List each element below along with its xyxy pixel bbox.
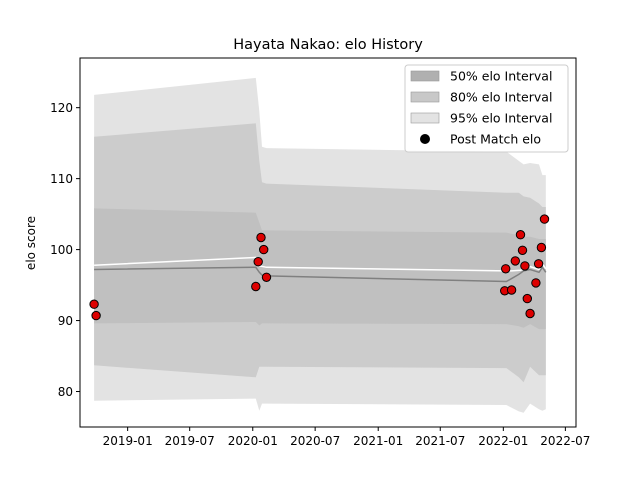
x-tick-label: 2021-01 [353,434,403,448]
legend-swatch [410,112,440,124]
post-match-elo-point [251,281,261,292]
x-tick-label: 2019-01 [103,434,153,448]
plot-layer [89,77,550,413]
post-match-elo-point [539,214,550,224]
x-tick-label: 2022-01 [478,434,528,448]
post-match-elo-point [525,308,535,319]
mean-elo-line [94,265,547,283]
legend: 50% elo Interval 80% elo Interval 95% elo … [404,64,569,153]
legend-label: Post Match elo [450,132,541,147]
x-tick-label: 2020-01 [228,434,278,448]
post-match-elo-point [510,256,520,266]
post-match-elo-point [91,310,101,321]
legend-label: 50% elo Interval [450,69,552,84]
x-tick-label: 2021-07 [415,434,465,448]
post-match-elo-point [256,232,266,243]
post-match-elo-point [536,242,547,253]
post-match-elo-point [261,272,272,282]
legend-box [404,64,569,153]
y-tick-label: 80 [58,385,73,399]
x-tick-label: 2020-07 [290,434,340,448]
post-match-elo-point [253,257,263,267]
legend-swatch [410,70,440,82]
post-match-elo-point [89,299,99,309]
post-match-elo-point [259,244,269,255]
axes-frame [79,57,577,428]
post-match-elo-point [520,261,530,271]
post-match-elo-point [517,245,528,256]
y-tick-label: 120 [50,101,73,115]
post-match-elo-point [531,278,541,288]
post-match-elo-point [506,285,517,295]
legend-marker [420,134,430,144]
x-tick-label: 2019-07 [165,434,215,448]
y-tick-label: 100 [50,243,73,257]
chart-title: Hayata Nakao: elo History [233,37,423,53]
legend-label: 95% elo Interval [450,111,552,126]
post-match-elo-point [515,230,526,240]
legend-swatch [410,91,440,103]
y-tick-label: 90 [58,314,73,328]
post-match-elo-point [522,293,532,304]
legend-label: 80% elo Interval [450,90,552,105]
post-match-elo-point [501,264,511,274]
y-tick-label: 110 [50,172,73,186]
ticks-layer: 2019-01 2019-07 2020-01 2020-07 2021-01 2021-… [50,101,590,448]
y-axis-label: elo score [24,216,38,270]
x-tick-label: 2022-07 [540,434,590,448]
post-match-elo-point [533,259,544,269]
